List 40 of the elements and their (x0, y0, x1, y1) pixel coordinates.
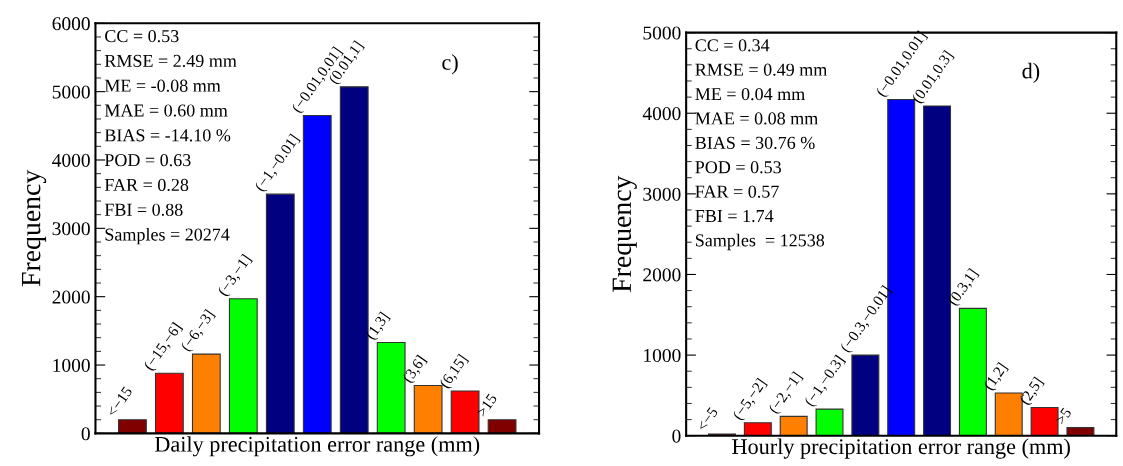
y-tick-label: 0 (672, 429, 681, 443)
annotation: FBI = 0.88 (104, 203, 183, 216)
y-tick-label: 5000 (643, 26, 681, 40)
annotation: ME = 0.04 mm (695, 87, 805, 101)
y-tick-label: 3000 (52, 222, 90, 236)
y-tick-label: 5000 (52, 85, 90, 99)
annotation: POD = 0.63 (104, 154, 191, 167)
annotation: RMSE = 0.49 mm (695, 63, 828, 76)
y-tick-label: 2000 (643, 268, 681, 282)
annotation: FBI = 1.74 (695, 209, 774, 223)
annotation: FAR = 0.57 (695, 185, 779, 198)
y-tick-label: 4000 (642, 107, 681, 121)
annotation: CC = 0.34 (695, 39, 770, 52)
y-axis-title: Frequency (612, 175, 637, 292)
annotation: FAR = 0.28 (104, 178, 189, 192)
annotation: POD = 0.53 (695, 161, 781, 174)
y-axis-title: Frequency (21, 169, 47, 287)
annotation: d) (1022, 62, 1040, 84)
y-tick-label: 1000 (644, 348, 681, 363)
annotation: Samples = 12538 (695, 233, 825, 251)
annotation: BIAS = 30.76 % (695, 136, 815, 149)
y-tick-label: 0 (81, 427, 90, 441)
y-tick-label: 6000 (52, 17, 90, 31)
category-label: >15 (477, 393, 498, 417)
y-tick-label: 1000 (53, 358, 90, 372)
y-tick-label: 4000 (52, 153, 90, 167)
annotation: CC = 0.53 (105, 29, 179, 43)
annotation: Samples = 20274 (105, 227, 230, 245)
category-label: >5 (1055, 407, 1072, 425)
y-tick-label: 3000 (643, 187, 681, 201)
x-axis-title: Hourly precipitation error range (mm) (732, 438, 1070, 459)
x-axis-title: Daily precipitation error range (mm) (154, 436, 480, 457)
annotation: MAE = 0.60 mm (104, 104, 228, 117)
annotation: MAE = 0.08 mm (695, 112, 819, 125)
annotation: ME = -0.08 mm (104, 79, 221, 92)
annotation: RMSE = 2.49 mm (104, 54, 237, 68)
y-tick-label: 2000 (52, 290, 90, 304)
annotation: c) (442, 54, 458, 75)
annotation: BIAS = -14.10 % (104, 129, 231, 142)
category-label: <−5 (697, 406, 719, 431)
